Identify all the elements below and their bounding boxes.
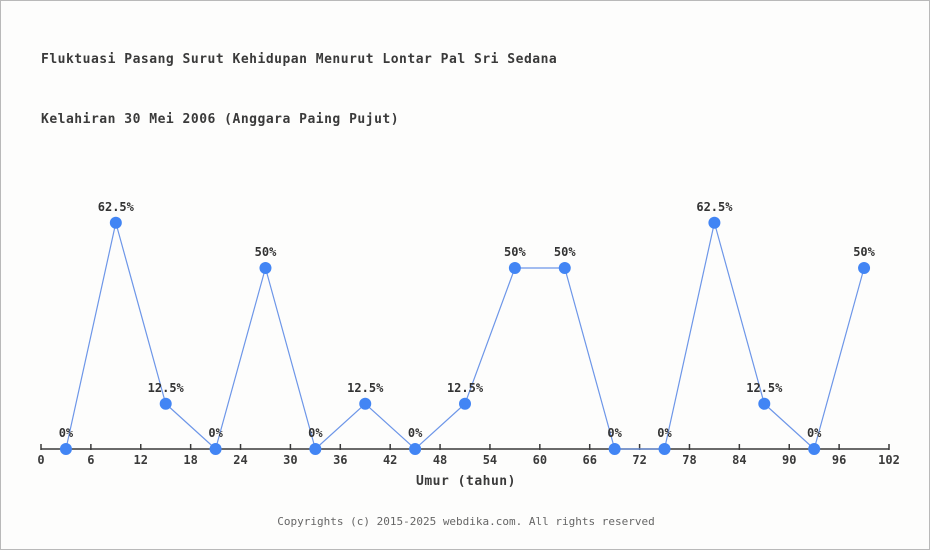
data-point-label: 62.5%: [696, 200, 733, 214]
data-point-label: 12.5%: [746, 381, 783, 395]
data-point: [758, 397, 771, 410]
data-line: [65, 222, 865, 451]
data-point-label: 12.5%: [447, 381, 484, 395]
data-point-label: 50%: [853, 245, 875, 259]
data-point: [459, 397, 471, 410]
line-chart: 0 6 12 18 24 30 36 42 48 54 60 66 72 78 84 90 96 102 0% 62.…: [37, 200, 900, 467]
x-tick-label: 30: [283, 453, 297, 467]
data-point-label: 62.5%: [98, 200, 135, 214]
data-point: [59, 443, 72, 455]
data-point: [708, 216, 721, 229]
data-point-label: 50%: [255, 245, 277, 259]
data-point: [109, 216, 122, 229]
x-tick-label: 24: [233, 453, 247, 467]
data-point-label: 0%: [59, 426, 74, 440]
data-point: [658, 443, 671, 455]
data-point: [608, 443, 621, 455]
x-tick-label: 84: [732, 453, 746, 467]
x-tick-label: 0: [37, 453, 44, 467]
data-point-label: 0%: [408, 426, 423, 440]
x-tick-label: 72: [632, 453, 646, 467]
data-point: [409, 443, 422, 455]
chart-title: Fluktuasi Pasang Surut Kehidupan Menurut…: [41, 10, 557, 170]
x-tick-label: 54: [483, 453, 497, 467]
x-tick-label: 78: [682, 453, 696, 467]
x-tick-label: 6: [87, 453, 94, 467]
data-point-label: 0%: [208, 426, 223, 440]
data-point-label: 12.5%: [148, 381, 185, 395]
copyright-footer: Copyrights (c) 2015-2025 webdika.com. Al…: [277, 515, 655, 528]
x-tick-label: 96: [832, 453, 846, 467]
data-point-label: 50%: [504, 245, 526, 259]
x-tick-label: 18: [183, 453, 197, 467]
data-point: [359, 397, 372, 410]
data-point-label: 50%: [554, 245, 576, 259]
data-point: [858, 262, 871, 274]
x-tick-label: 60: [533, 453, 547, 467]
chart-title-line2: Kelahiran 30 Mei 2006 (Anggara Paing Puj…: [41, 112, 400, 127]
x-tick-label: 66: [582, 453, 596, 467]
data-point-label: 0%: [308, 426, 323, 440]
data-point-label: 0%: [607, 426, 622, 440]
data-point: [259, 262, 272, 274]
x-axis-title: Umur (tahun): [416, 474, 516, 489]
data-point-label: 12.5%: [347, 381, 384, 395]
data-point: [558, 262, 571, 274]
x-tick-label: 12: [134, 453, 148, 467]
data-point: [209, 443, 222, 455]
data-point: [309, 443, 322, 455]
x-tick-label: 102: [878, 453, 900, 467]
x-tick-label: 36: [333, 453, 347, 467]
x-tick-label: 90: [782, 453, 796, 467]
x-tick-label: 42: [383, 453, 397, 467]
data-point: [159, 397, 172, 410]
x-tick-label: 48: [433, 453, 447, 467]
data-point-label: 0%: [807, 426, 822, 440]
data-point: [808, 443, 821, 455]
chart-title-line1: Fluktuasi Pasang Surut Kehidupan Menurut…: [41, 52, 558, 67]
data-point: [508, 262, 521, 274]
data-point-label: 0%: [657, 426, 672, 440]
